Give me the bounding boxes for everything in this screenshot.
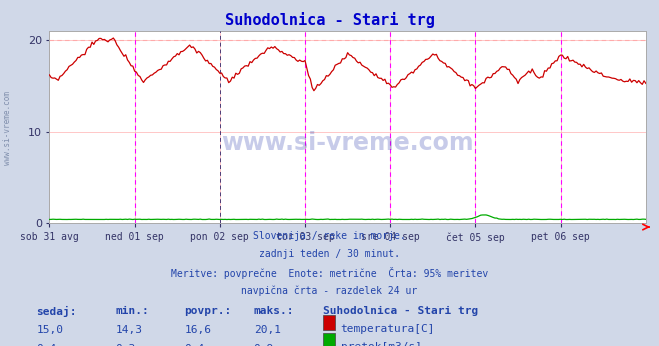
- Text: Suhodolnica - Stari trg: Suhodolnica - Stari trg: [225, 12, 434, 28]
- Text: pretok[m3/s]: pretok[m3/s]: [341, 342, 422, 346]
- Text: Suhodolnica - Stari trg: Suhodolnica - Stari trg: [323, 306, 478, 316]
- Text: 0,9: 0,9: [254, 344, 274, 346]
- Text: zadnji teden / 30 minut.: zadnji teden / 30 minut.: [259, 249, 400, 259]
- Text: temperatura[C]: temperatura[C]: [341, 324, 435, 334]
- Text: Slovenija / reke in morje.: Slovenija / reke in morje.: [253, 231, 406, 241]
- Text: maks.:: maks.:: [254, 306, 294, 316]
- Text: www.si-vreme.com: www.si-vreme.com: [3, 91, 13, 165]
- Text: 15,0: 15,0: [36, 325, 63, 335]
- Text: 16,6: 16,6: [185, 325, 212, 335]
- Text: min.:: min.:: [115, 306, 149, 316]
- Text: www.si-vreme.com: www.si-vreme.com: [221, 130, 474, 155]
- Text: sedaj:: sedaj:: [36, 306, 76, 317]
- Text: 20,1: 20,1: [254, 325, 281, 335]
- Text: povpr.:: povpr.:: [185, 306, 232, 316]
- Text: 0,4: 0,4: [36, 344, 57, 346]
- Text: 14,3: 14,3: [115, 325, 142, 335]
- Text: 0,3: 0,3: [115, 344, 136, 346]
- Text: Meritve: povprečne  Enote: metrične  Črta: 95% meritev: Meritve: povprečne Enote: metrične Črta:…: [171, 267, 488, 279]
- Text: navpična črta - razdelek 24 ur: navpična črta - razdelek 24 ur: [241, 285, 418, 295]
- Text: 0,4: 0,4: [185, 344, 205, 346]
